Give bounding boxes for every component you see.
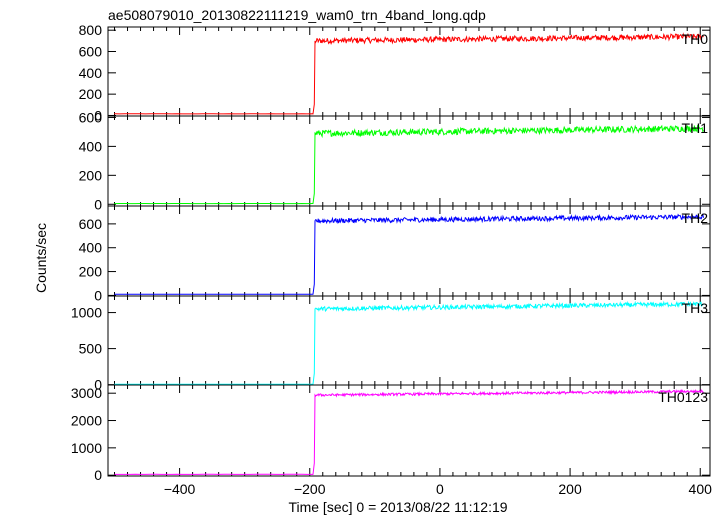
y-tick-label-th1-600: 600 bbox=[79, 109, 103, 125]
y-tick-label-th0123-2000: 2000 bbox=[71, 413, 102, 429]
x-tick-label-200: 200 bbox=[558, 481, 582, 497]
x-axis-label: Time [sec] 0 = 2013/08/22 11:12:19 bbox=[288, 499, 507, 515]
x-tick-label-0: 0 bbox=[436, 481, 444, 497]
panel-label-th0: TH0 bbox=[682, 31, 709, 47]
series-line-th1 bbox=[114, 124, 704, 205]
panel-label-th3: TH3 bbox=[682, 300, 709, 316]
y-tick-label-th1-0: 0 bbox=[94, 196, 102, 212]
x-tick-label--200: −200 bbox=[294, 481, 326, 497]
series-line-th2 bbox=[114, 213, 704, 295]
y-axis-label: Counts/sec bbox=[33, 223, 49, 293]
y-tick-label-th3-1000: 1000 bbox=[71, 305, 102, 321]
series-line-th0 bbox=[114, 32, 704, 115]
y-tick-label-th2-200: 200 bbox=[79, 264, 103, 280]
y-tick-label-th0-0: 0 bbox=[94, 107, 102, 123]
panel-frame-th0123 bbox=[107, 384, 711, 477]
y-tick-label-th0-600: 600 bbox=[79, 44, 103, 60]
y-tick-label-th0-400: 400 bbox=[79, 65, 103, 81]
y-tick-label-th1-400: 400 bbox=[79, 138, 103, 154]
y-tick-label-th2-600: 600 bbox=[79, 216, 103, 232]
y-tick-label-th0123-3000: 3000 bbox=[71, 385, 102, 401]
panels-group: 0 200 400 600 800 TH0 0 200 400 600 TH1 0 200 400 600 T… bbox=[71, 22, 712, 497]
panel-label-th1: TH1 bbox=[682, 120, 709, 136]
y-tick-label-th3-500: 500 bbox=[79, 341, 103, 357]
panel-label-th2: TH2 bbox=[682, 210, 709, 226]
y-tick-label-th0123-1000: 1000 bbox=[71, 440, 102, 456]
y-tick-label-th0-800: 800 bbox=[79, 22, 103, 38]
x-tick-label--400: −400 bbox=[164, 481, 196, 497]
chart-title: ae508079010_20130822111219_wam0_trn_4ban… bbox=[108, 7, 486, 23]
y-tick-label-th0-200: 200 bbox=[79, 86, 103, 102]
panel-label-th0123: TH0123 bbox=[658, 389, 708, 405]
series-line-th0123 bbox=[114, 389, 704, 475]
x-tick-label-400: 400 bbox=[689, 481, 713, 497]
y-tick-label-th2-400: 400 bbox=[79, 240, 103, 256]
series-line-th3 bbox=[114, 300, 704, 385]
y-tick-label-th3-0: 0 bbox=[94, 377, 102, 393]
y-tick-label-th0123-0: 0 bbox=[94, 467, 102, 483]
y-tick-label-th1-200: 200 bbox=[79, 167, 103, 183]
y-tick-label-th2-0: 0 bbox=[94, 287, 102, 303]
